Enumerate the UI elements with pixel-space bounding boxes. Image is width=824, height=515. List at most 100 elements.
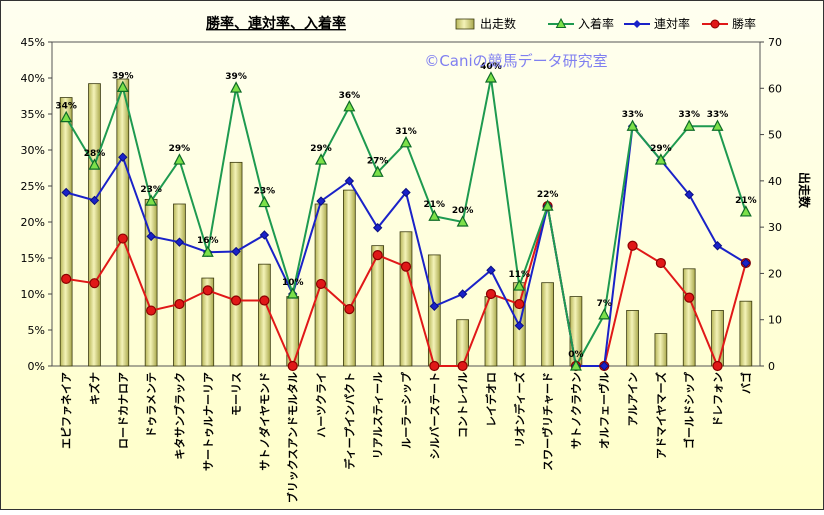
point-place-rate <box>654 153 667 165</box>
legend-label: 連対率 <box>654 16 690 31</box>
data-label: 33% <box>678 110 700 120</box>
y2-tick-label: 60 <box>768 82 782 95</box>
point-quinella-rate <box>146 231 156 242</box>
point-place-rate <box>258 195 271 208</box>
x-tick-label: アドマイヤマーズ <box>654 372 668 459</box>
point-place-rate <box>88 158 101 170</box>
bar-starts <box>682 268 696 367</box>
bar-starts <box>739 300 753 367</box>
point-win-rate <box>457 360 468 372</box>
legend-label: 出走数 <box>480 16 516 31</box>
point-win-rate <box>202 285 213 296</box>
point-place-rate <box>711 119 724 131</box>
x-tick-label: リオンディーズ <box>512 372 526 448</box>
point-win-rate <box>259 295 270 306</box>
data-label: 0% <box>568 350 583 360</box>
point-win-rate <box>514 298 525 310</box>
y-tick-label: 30% <box>21 144 45 157</box>
point-win-rate <box>372 250 383 261</box>
x-tick-label: バゴ <box>739 372 753 394</box>
point-place-rate <box>201 245 214 257</box>
x-tick-label: オルフェーヴル <box>597 372 611 449</box>
point-place-rate <box>484 71 497 83</box>
point-win-rate <box>117 233 128 244</box>
x-tick-label: アルアイン <box>627 372 640 426</box>
x-tick-label: キタサンブラック <box>172 372 186 460</box>
data-label: 21% <box>424 200 446 210</box>
y-tick-label: 35% <box>21 108 45 121</box>
point-quinella-rate <box>259 230 270 240</box>
bar-starts <box>626 310 639 367</box>
point-win-rate <box>655 257 666 269</box>
point-quinella-rate <box>599 361 609 371</box>
data-label: 29% <box>650 144 672 154</box>
data-label: 28% <box>84 149 106 159</box>
y2-tick-label: 70 <box>768 36 782 49</box>
point-place-rate <box>173 153 186 165</box>
line-series-group: 34% 28% 39% 23% 29% 16% 39% 23% 10% 29% 36% 27% 31% 2… <box>55 62 757 372</box>
legend-label: 入着率 <box>578 16 614 31</box>
x-tick-label: ドレフォン <box>712 372 725 427</box>
x-tick-label: サトノクラウン <box>570 372 583 449</box>
point-place-rate <box>116 80 129 92</box>
point-place-rate <box>286 287 299 299</box>
point-win-rate <box>230 295 242 306</box>
x-tick-label: ブリックスアンドモルタル <box>286 372 300 503</box>
point-win-rate <box>485 288 497 300</box>
point-win-rate <box>684 292 695 303</box>
point-quinella-rate <box>174 237 185 247</box>
point-quinella-rate <box>118 152 128 162</box>
data-label: 33% <box>622 110 644 120</box>
y2-tick-label: 50 <box>768 129 782 142</box>
x-tick-label: ドゥラメンテ <box>145 372 158 438</box>
point-win-rate <box>712 360 723 372</box>
point-quinella-rate <box>316 196 326 206</box>
point-quinella-rate <box>231 246 241 257</box>
point-win-rate <box>61 273 72 284</box>
data-label: 34% <box>55 102 77 112</box>
legend-marker <box>633 20 641 28</box>
data-label: 22% <box>537 190 559 200</box>
point-place-rate <box>513 279 526 291</box>
data-label: 10% <box>282 278 304 288</box>
point-win-rate <box>146 305 157 316</box>
point-win-rate <box>400 261 412 272</box>
point-place-rate <box>230 81 243 93</box>
legend-marker <box>555 17 567 28</box>
data-label: 40% <box>480 62 502 72</box>
data-label: 21% <box>735 196 757 206</box>
x-tick-label: サトノダイヤモンド <box>257 372 271 471</box>
x-tick-label: ディープインパクト <box>342 372 356 470</box>
x-tick-label: モーリス <box>230 372 243 416</box>
watermark-text: ©Caniの競馬データ研究室 <box>424 52 607 70</box>
y2-tick-label: 20 <box>768 267 782 280</box>
point-win-rate <box>429 360 440 372</box>
x-tick-label: ルーラーシップ <box>399 371 413 449</box>
bar-starts <box>456 319 469 367</box>
point-quinella-rate <box>486 265 496 275</box>
y-tick-label: 20% <box>21 216 45 229</box>
x-tick-label: レイデオロ <box>484 372 498 427</box>
bar-starts <box>399 231 413 367</box>
point-place-rate <box>60 110 73 123</box>
data-label: 39% <box>225 72 247 82</box>
bar-starts <box>201 277 215 367</box>
point-quinella-rate <box>401 187 411 198</box>
data-label: 11% <box>509 270 531 280</box>
x-tick-label: ハーツクライ <box>315 372 328 438</box>
bar-starts <box>59 97 73 367</box>
point-place-rate <box>569 359 582 371</box>
y-tick-label: 25% <box>21 180 45 193</box>
point-win-rate <box>89 278 100 289</box>
y2-axis-label: 出走数 <box>797 172 812 209</box>
point-win-rate <box>627 240 638 251</box>
data-label: 33% <box>707 110 729 120</box>
x-tick-label: キズナ <box>87 372 101 405</box>
point-place-rate <box>343 100 356 112</box>
point-quinella-rate <box>89 195 100 206</box>
point-place-rate <box>428 209 441 221</box>
y2-tick-label: 40 <box>768 175 782 188</box>
data-label: 7% <box>597 299 612 309</box>
data-label: 27% <box>367 156 389 166</box>
